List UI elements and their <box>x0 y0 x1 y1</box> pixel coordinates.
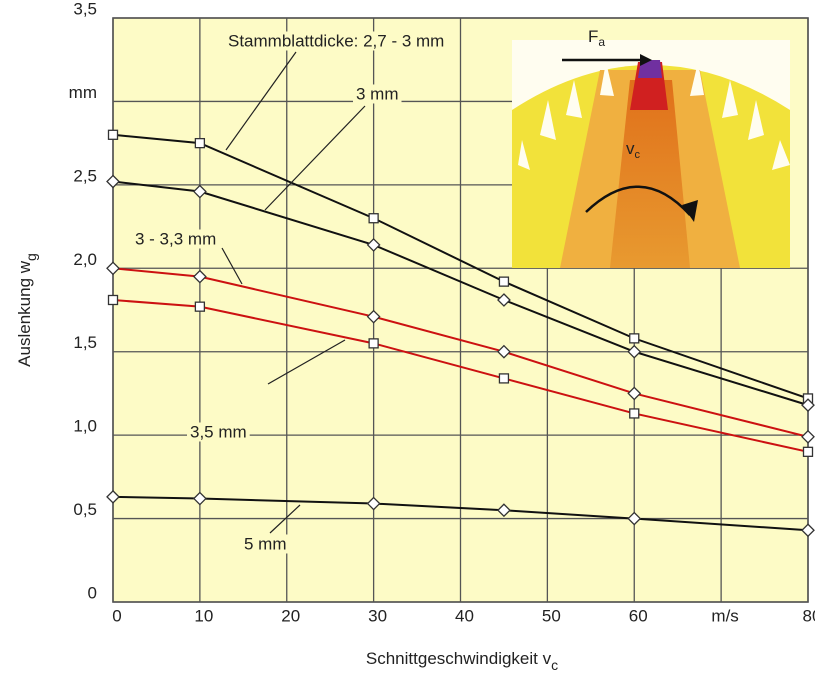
label-bg <box>187 422 250 442</box>
marker <box>366 496 381 511</box>
marker <box>368 338 379 349</box>
marker <box>629 333 640 344</box>
series-line <box>112 133 809 400</box>
marker <box>106 174 120 189</box>
label-bg <box>225 31 448 51</box>
marker <box>106 261 120 276</box>
marker <box>192 491 207 506</box>
x-axis-label: Schnittgeschwindigkeit vc <box>366 649 558 672</box>
series-label: Stammblattdicke: 2,7 - 3 mm <box>228 31 444 50</box>
series-line <box>112 495 809 532</box>
marker <box>498 276 510 287</box>
series-line <box>112 267 809 438</box>
marker <box>106 489 120 504</box>
y-tick-label: 2,5 <box>73 166 97 185</box>
series-label: 3 - 3,3 mm <box>135 229 216 248</box>
series-line <box>112 180 809 407</box>
grid <box>112 17 809 603</box>
marker <box>368 213 379 224</box>
x-tick-label: m/s <box>711 606 738 625</box>
series-label: 3,5 mm <box>190 422 247 441</box>
x-tick-label: 80 <box>803 606 815 625</box>
y-axis-label: Auslenkung wg <box>15 253 38 367</box>
marker <box>497 293 511 307</box>
series-line <box>112 298 809 453</box>
marker <box>107 294 119 306</box>
marker <box>192 184 207 199</box>
marker <box>497 344 511 359</box>
marker <box>497 503 511 518</box>
x-tick-label: 0 <box>112 606 121 625</box>
inset-image: Fa vc <box>512 27 790 268</box>
y-tick-label: 1,5 <box>73 333 97 352</box>
x-tick-label: 60 <box>629 606 648 625</box>
y-tick-label: 0 <box>88 583 97 602</box>
label-bg <box>132 229 220 249</box>
marker <box>498 373 510 384</box>
y-tick-label: mm <box>69 83 97 102</box>
series-label: 5 mm <box>244 534 287 553</box>
marker <box>801 523 815 538</box>
x-tick-label: 50 <box>542 606 561 625</box>
y-tick-label: 2,0 <box>73 250 97 269</box>
marker <box>366 309 381 324</box>
marker <box>194 301 206 312</box>
leader-line <box>267 339 346 385</box>
marker <box>802 446 814 457</box>
leader-line <box>269 504 301 534</box>
y-tick-label: 1,0 <box>73 417 97 436</box>
inset-force-label: Fa <box>588 27 605 49</box>
label-bg <box>353 84 402 104</box>
series-label: 3 mm <box>356 84 399 103</box>
marker <box>627 511 642 526</box>
label-bg <box>241 534 290 554</box>
leader-line <box>221 247 243 285</box>
x-tick-label: 20 <box>281 606 300 625</box>
marker <box>627 386 642 401</box>
marker <box>801 429 815 444</box>
y-tick-label: 3,5 <box>73 0 97 18</box>
y-tick-label: 0,5 <box>73 500 97 519</box>
x-tick-label: 30 <box>368 606 387 625</box>
marker <box>627 344 642 359</box>
marker <box>194 137 206 149</box>
x-tick-label: 40 <box>455 606 474 625</box>
inset-speed-label: vc <box>626 139 641 160</box>
marker <box>107 129 119 140</box>
marker <box>629 408 640 419</box>
x-tick-label: 10 <box>194 606 213 625</box>
marker <box>366 238 381 252</box>
marker <box>192 269 207 284</box>
marker <box>801 398 815 413</box>
leader-line <box>264 105 366 211</box>
leader-line <box>225 51 297 151</box>
